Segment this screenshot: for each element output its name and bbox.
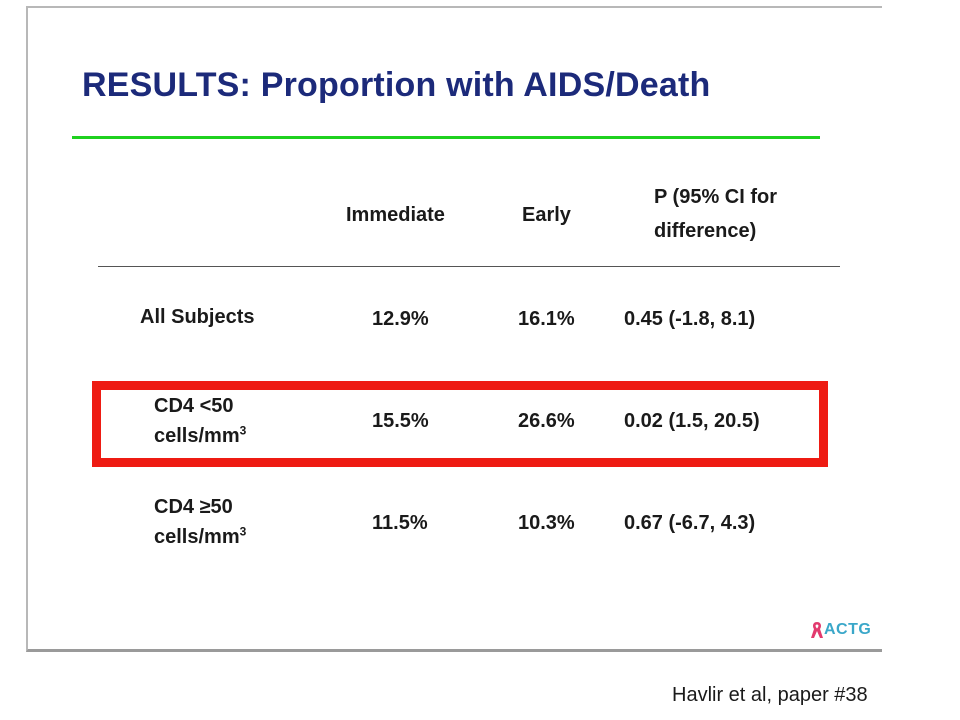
superscript: 3 [239,423,247,438]
highlight-box [92,381,828,467]
cell-immediate: 11.5% [372,512,428,534]
header-divider [98,266,840,267]
cell-immediate: 12.9% [372,308,429,330]
cell-early: 10.3% [518,512,575,534]
cell-p-value: 0.45 (-1.8, 8.1) [624,308,756,330]
slide-title: RESULTS: Proportion with AIDS/Death [82,66,711,104]
ribbon-icon [810,620,824,640]
logo-text: ACTG [824,621,872,638]
header-early: Early [522,204,571,226]
row-label-cd4-50-plus: CD4 ≥50 cells/mm3 [154,492,246,552]
title-underline [72,136,820,139]
cell-immediate: 15.5% [372,410,429,432]
cell-early: 26.6% [518,410,575,432]
header-p-line2: difference) [654,220,757,242]
cell-p-value: 0.67 (-6.7, 4.3) [624,512,756,534]
slide: RESULTS: Proportion with AIDS/Death Imme… [26,6,882,652]
row-label-cd4-under-50: CD4 <50 cells/mm3 [154,391,246,451]
row-label-line2: cells/mm [154,425,240,447]
row-label-all-subjects: All Subjects [140,306,255,328]
cell-early: 16.1% [518,308,575,330]
row-label-line1: CD4 ≥50 [154,496,233,518]
row-label-line1: CD4 <50 [154,395,234,417]
header-p-line1: P (95% CI for [654,186,777,208]
superscript: 3 [239,524,247,539]
header-immediate: Immediate [346,204,445,226]
row-label-line2: cells/mm [154,526,240,548]
actg-logo: ACTG [810,620,871,640]
cell-p-value: 0.02 (1.5, 20.5) [624,410,760,432]
citation: Havlir et al, paper #38 [672,684,868,706]
